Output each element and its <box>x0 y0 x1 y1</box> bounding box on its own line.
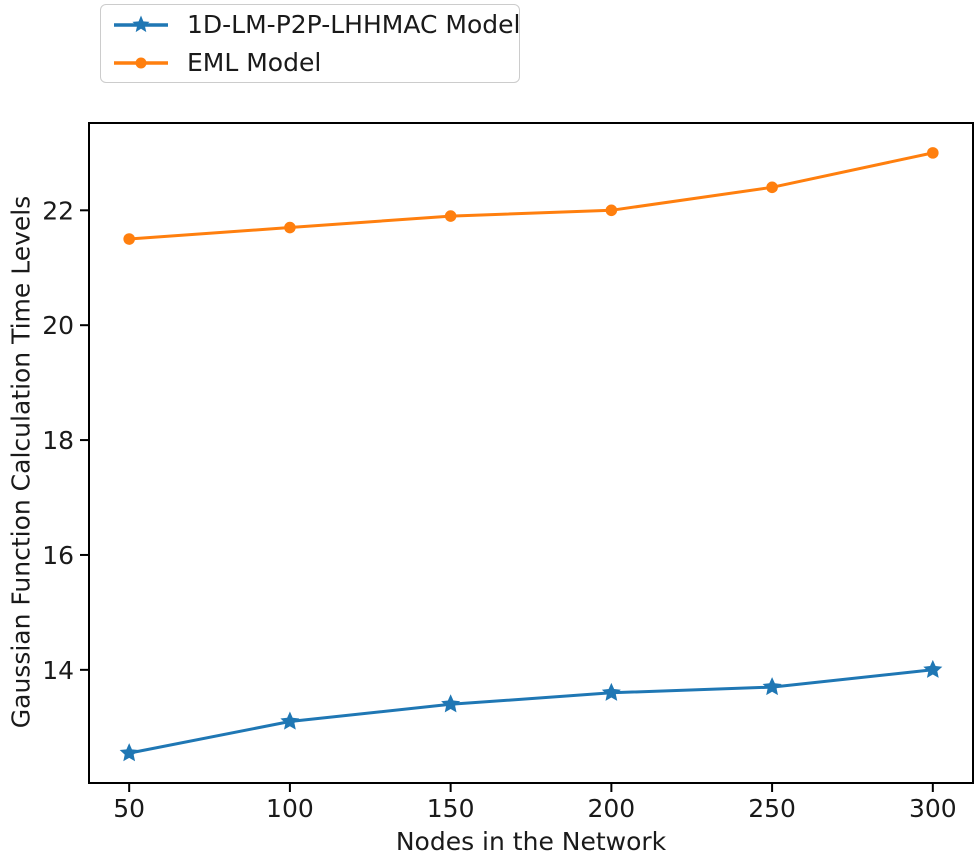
x-tick-label: 150 <box>427 794 475 823</box>
star-marker <box>762 677 782 696</box>
y-tick-label: 18 <box>42 426 74 455</box>
star-marker <box>280 711 300 730</box>
y-tick-label: 16 <box>42 541 74 570</box>
y-tick-label: 20 <box>42 311 74 340</box>
circle-marker <box>284 221 296 234</box>
star-marker <box>601 682 621 701</box>
series-line-1 <box>127 151 935 241</box>
y-axis-label: Gaussian Function Calculation Time Level… <box>6 195 36 729</box>
plot-border <box>88 122 974 784</box>
circle-marker <box>927 147 939 159</box>
y-tick-label: 14 <box>42 656 74 685</box>
x-tick-label: 200 <box>588 794 636 823</box>
legend-item-lhhmac: 1D-LM-P2P-LHHMAC Model <box>111 7 520 43</box>
star-marker <box>119 743 139 762</box>
circle-marker <box>766 181 778 194</box>
series-line-0 <box>127 668 935 755</box>
legend-label: EML Model <box>187 48 322 77</box>
legend-label: 1D-LM-P2P-LHHMAC Model <box>187 10 521 39</box>
legend-item-eml: EML Model <box>111 45 509 81</box>
circle-marker <box>123 233 135 245</box>
circle-icon <box>114 57 168 68</box>
x-tick-label: 300 <box>909 794 957 823</box>
x-tick-label: 250 <box>748 794 796 823</box>
x-tick-label: 50 <box>113 794 145 823</box>
circle-marker <box>605 204 618 217</box>
legend: 1D-LM-P2P-LHHMAC Model EML Model <box>100 4 520 83</box>
star-marker <box>923 659 943 678</box>
x-axis-label: Nodes in the Network <box>395 827 667 856</box>
y-tick-label: 22 <box>42 196 74 225</box>
circle-marker <box>444 210 457 222</box>
x-tick-label: 100 <box>266 794 314 823</box>
star-marker <box>441 694 461 713</box>
star-icon <box>114 15 168 32</box>
